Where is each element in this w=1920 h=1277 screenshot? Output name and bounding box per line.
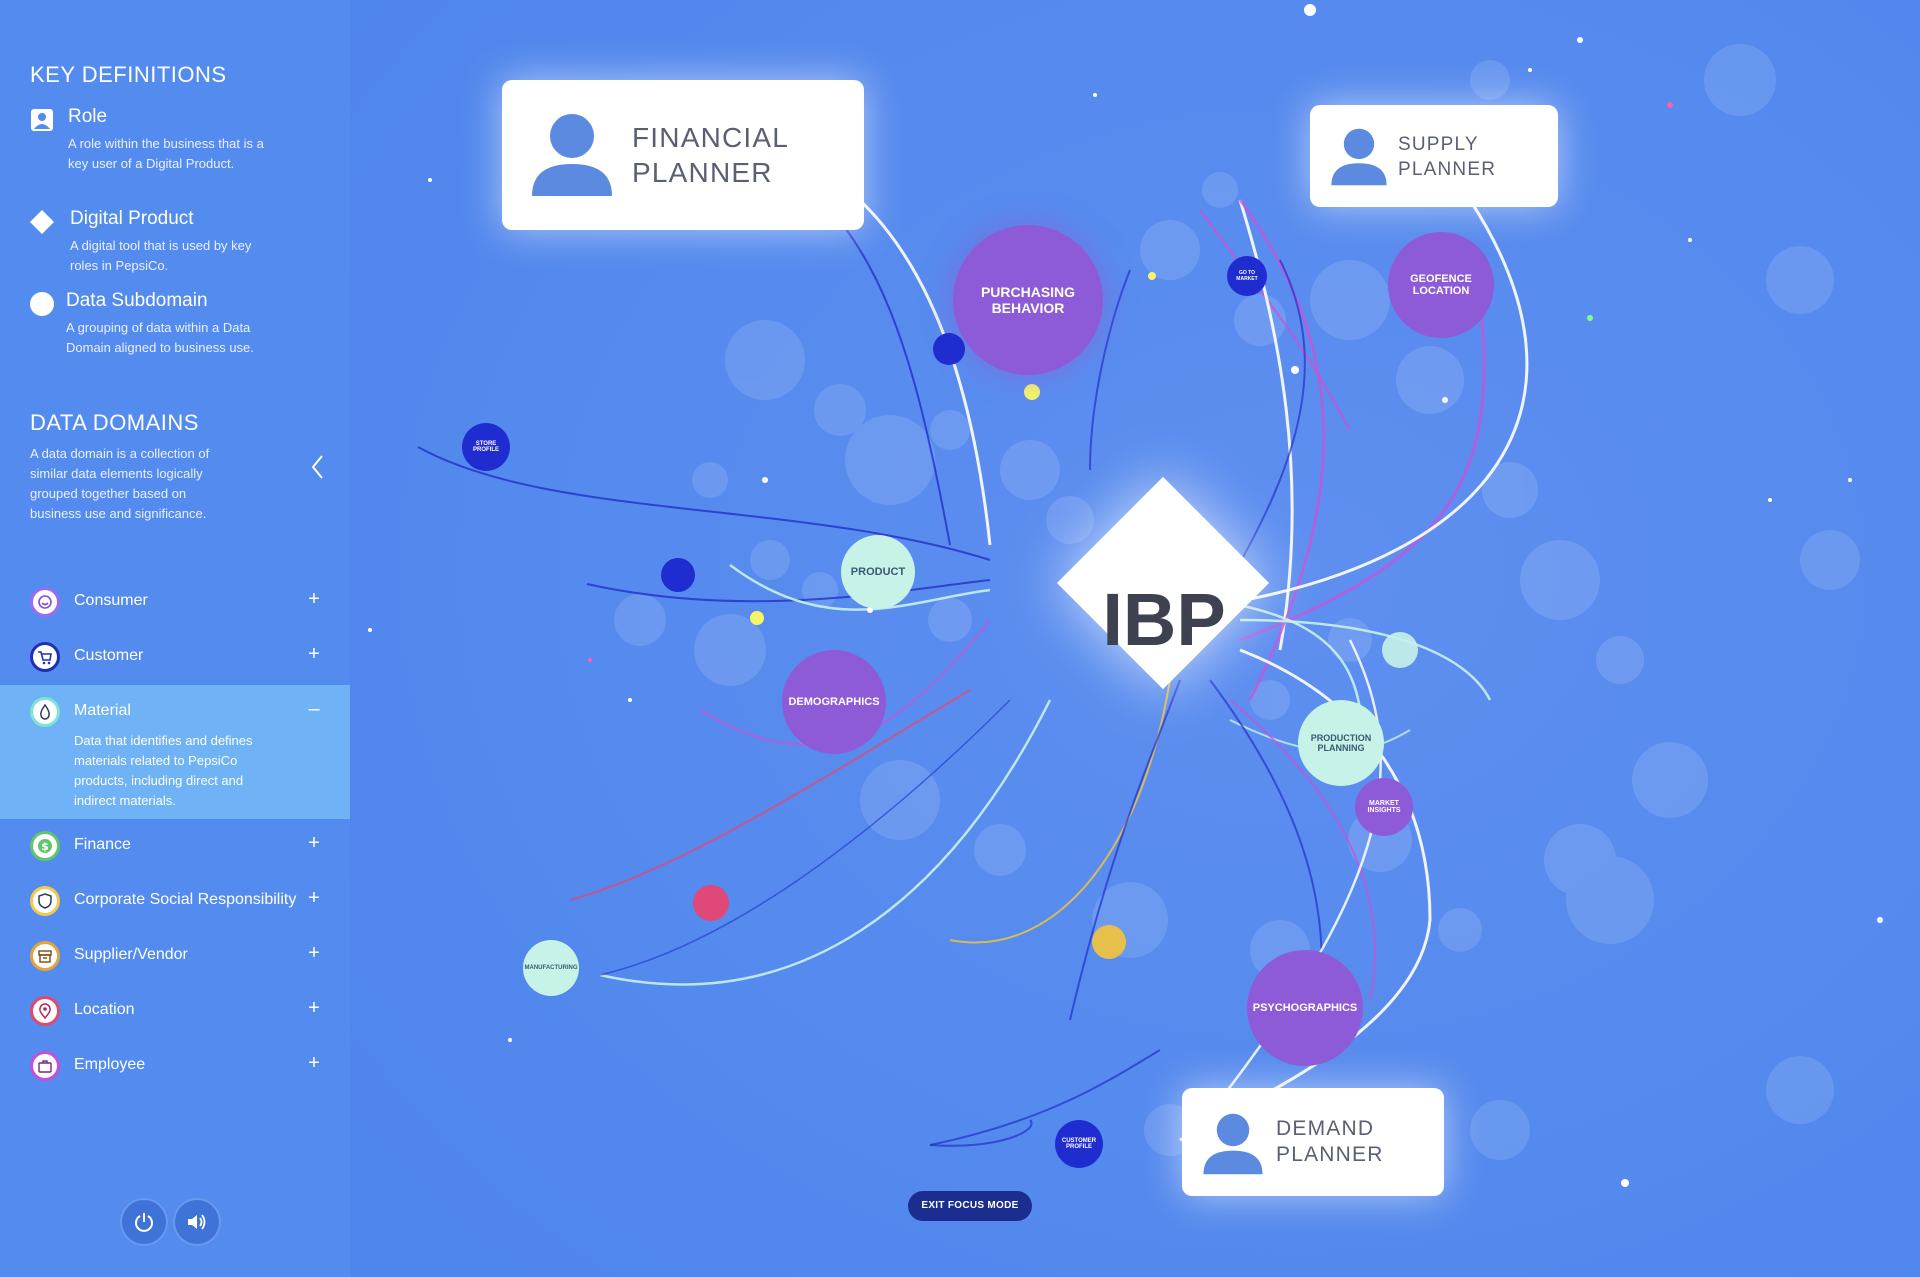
box-icon [30,941,60,971]
accent-particles [588,102,1673,662]
domain-description: Data that identifies and defines materia… [74,733,253,808]
domain-finance[interactable]: $ Finance + [0,819,350,874]
node-market-insights[interactable]: MARKET INSIGHTS [1355,778,1413,836]
node-product[interactable]: PRODUCT [841,535,915,609]
domain-label: Location [74,1001,135,1018]
node-manufacturing[interactable]: MANUFACTURING [523,940,579,996]
domain-customer[interactable]: Customer + [0,630,350,685]
node-production-planning[interactable]: PRODUCTION PLANNING [1298,700,1384,786]
role-name: DEMAND PLANNER [1276,1117,1384,1166]
domain-label: Supplier/Vendor [74,946,188,963]
expand-toggle[interactable]: + [308,643,320,665]
person-icon [1331,128,1387,186]
domain-label: Corporate Social Responsibility [74,891,297,908]
briefcase-icon [30,1051,60,1081]
domain-label: Material [74,702,131,719]
person-icon [1203,1113,1263,1175]
definition-description: A digital tool that is used by key roles… [70,238,252,273]
speaker-icon [188,1214,206,1230]
role-card-supply-planner[interactable]: SUPPLY PLANNER [1310,105,1558,207]
definition-data-subdomain: Data Subdomain A grouping of data within… [30,290,330,370]
definition-description: A grouping of data within a Data Domain … [66,320,254,355]
definition-role: Role A role within the business that is … [30,106,330,186]
node-psychographics[interactable]: PSYCHOGRAPHICS [1247,950,1363,1066]
collapse-toggle[interactable]: – [308,698,320,720]
person-icon [532,114,612,196]
expand-toggle[interactable]: + [308,997,320,1019]
node-small-navy[interactable] [933,333,965,365]
role-name: FINANCIAL PLANNER [632,122,789,188]
expand-toggle[interactable]: + [308,942,320,964]
data-domains-title: DATA DOMAINS [30,410,199,435]
expand-toggle[interactable]: + [308,1052,320,1074]
person-icon [31,109,53,131]
domain-label: Consumer [74,592,148,609]
role-card-financial-planner[interactable]: FINANCIAL PLANNER [502,80,864,230]
definition-name: Role [68,106,108,127]
circle-icon [30,292,54,316]
node-go-to-market[interactable]: GO TO MARKET [1227,256,1267,296]
dollar-icon: $ [30,831,60,861]
node-small-navy[interactable] [661,558,695,592]
node-geofence-location[interactable]: GEOFENCE LOCATION [1388,232,1494,338]
svg-text:$: $ [41,840,49,853]
definition-description: A role within the business that is a key… [68,136,264,171]
domain-corporate-social-responsibility[interactable]: Corporate Social Responsibility + [0,874,350,929]
ibp-label[interactable]: IBP [1102,578,1226,661]
domain-material[interactable]: Material – Data that identifies and defi… [0,685,350,819]
domain-label: Finance [74,836,131,853]
drop-icon [30,697,60,727]
domain-consumer[interactable]: Consumer + [0,575,350,630]
node-purchasing-behavior[interactable]: PURCHASING BEHAVIOR [953,225,1103,375]
definition-name: Digital Product [70,208,194,229]
role-name: SUPPLY PLANNER [1398,134,1497,180]
network-canvas[interactable]: FINANCIAL PLANNER SUPPLY PLANNER DEMAND … [350,0,1920,1277]
domain-supplier-vendor[interactable]: Supplier/Vendor + [0,929,350,984]
expand-toggle[interactable]: + [308,832,320,854]
shield-icon [30,886,60,916]
expand-toggle[interactable]: + [308,588,320,610]
power-button[interactable] [122,1200,166,1244]
domain-label: Employee [74,1056,146,1073]
domain-location[interactable]: Location + [0,984,350,1039]
exit-focus-mode-button[interactable]: EXIT FOCUS MODE [908,1191,1032,1221]
node-small-pink[interactable] [693,885,729,921]
chevron-left-icon[interactable] [308,452,328,482]
node-store-profile[interactable]: STORE PROFILE [462,423,510,471]
definition-digital-product: Digital Product A digital tool that is u… [30,208,330,278]
expand-toggle[interactable]: + [308,887,320,909]
smile-icon [30,587,60,617]
diamond-icon [30,210,54,234]
domain-label: Customer [74,647,144,664]
power-icon [135,1213,153,1232]
node-small-gold[interactable] [1092,925,1126,959]
node-customer-profile[interactable]: CUSTOMER PROFILE [1055,1120,1103,1168]
node-demographics[interactable]: DEMOGRAPHICS [782,650,886,754]
role-card-demand-planner[interactable]: DEMAND PLANNER [1182,1088,1444,1196]
node-small-mint[interactable] [1382,632,1418,668]
pin-icon [30,996,60,1026]
key-definitions-title: KEY DEFINITIONS [30,62,227,87]
data-domains-description: A data domain is a collection of similar… [30,446,210,521]
sound-button[interactable] [175,1200,219,1244]
cart-icon [30,642,60,672]
sidebar: KEY DEFINITIONS Role A role within the b… [0,0,350,1277]
domain-employee[interactable]: Employee + [0,1039,350,1094]
definition-name: Data Subdomain [66,290,208,311]
